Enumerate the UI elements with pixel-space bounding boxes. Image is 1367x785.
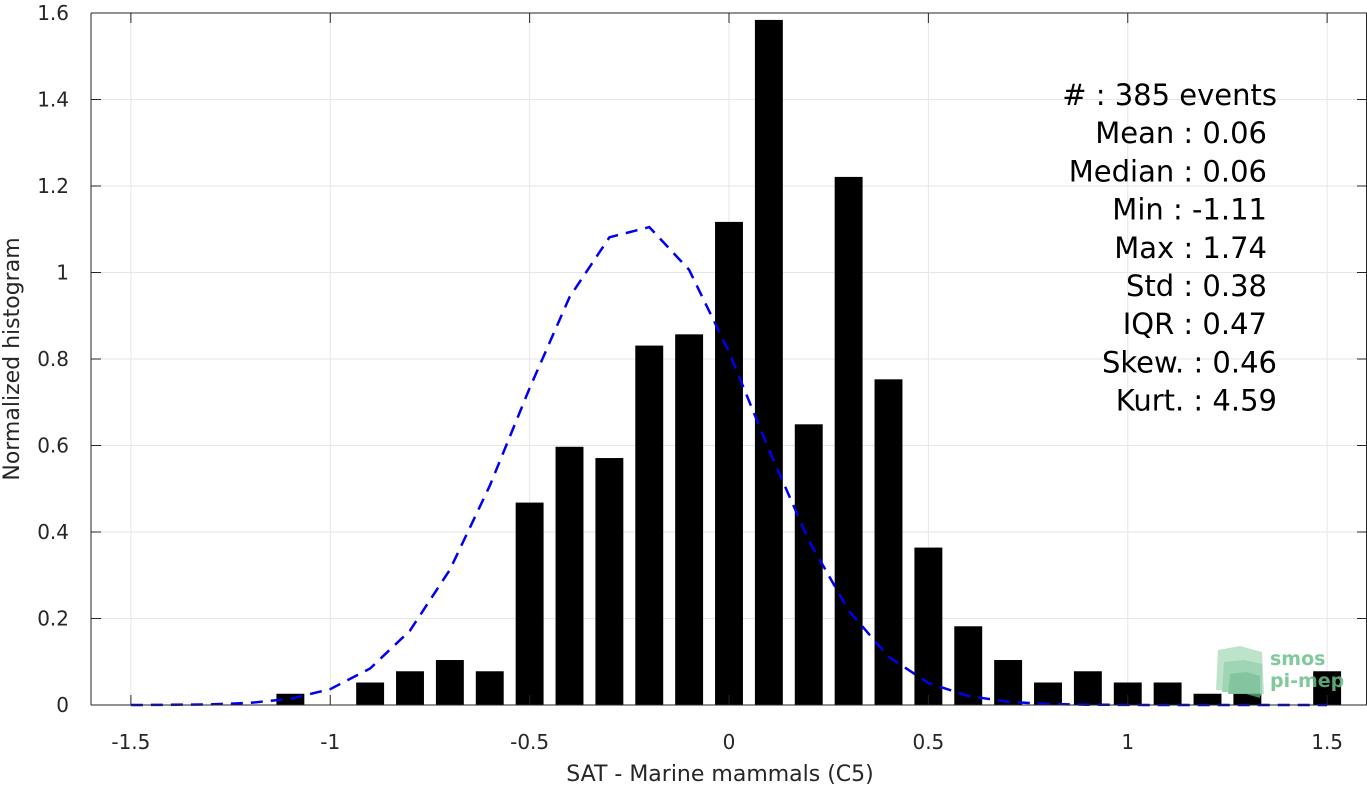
y-tick-label: 0 [56, 693, 69, 717]
stats-line: Median : 0.06 [1069, 154, 1267, 188]
histogram-bar [1153, 682, 1182, 705]
x-tick-label: 1.5 [1311, 730, 1343, 754]
x-tick-label: 1 [1121, 730, 1134, 754]
y-tick-label: 0.6 [37, 434, 69, 458]
histogram-bar [715, 221, 743, 705]
y-tick-label: 1.2 [37, 174, 69, 198]
x-tick-label: -1 [320, 730, 340, 754]
x-tick-label: -1.5 [111, 730, 150, 754]
y-tick-label: 1 [56, 261, 69, 285]
histogram-bar [794, 424, 823, 705]
histogram-bar [435, 660, 464, 705]
y-tick-label: 1.6 [37, 1, 69, 25]
histogram-bar [954, 626, 983, 705]
y-tick-label: 0.4 [37, 520, 69, 544]
histogram-bar [276, 693, 305, 705]
histogram-bar [754, 19, 783, 706]
histogram-bar [595, 458, 624, 705]
y-tick-label: 1.4 [37, 88, 69, 112]
stats-line: Mean : 0.06 [1095, 116, 1267, 150]
y-axis-ticks: 0 0.2 0.4 0.6 0.8 1 1.2 1.4 1.6 [37, 1, 1367, 717]
histogram-bar [396, 671, 424, 705]
stats-line: IQR : 0.47 [1123, 307, 1267, 341]
histogram-bar [1233, 693, 1262, 705]
x-tick-label: 0 [723, 730, 736, 754]
logo-icon [1216, 646, 1264, 698]
histogram-bars [276, 19, 1342, 706]
histogram-bar [515, 502, 544, 705]
histogram-bar [994, 660, 1023, 705]
x-tick-label: 0.5 [912, 730, 944, 754]
stats-line: Kurt. : 4.59 [1116, 384, 1277, 418]
histogram-bar [1034, 682, 1062, 705]
logo-text-line1: smos [1270, 648, 1325, 670]
statistics-box: # : 385 events Mean : 0.06 Median : 0.06 Mi… [1062, 78, 1277, 418]
x-axis-label: SAT - Marine mammals (C5) [566, 762, 874, 785]
histogram-bar [1073, 671, 1102, 705]
x-tick-label: -0.5 [510, 730, 549, 754]
histogram-bar [874, 379, 903, 705]
stats-line: Std : 0.38 [1126, 269, 1267, 303]
histogram-bar [834, 176, 863, 706]
histogram-bar [914, 547, 943, 705]
histogram-bar [1113, 682, 1142, 705]
histogram-bar [356, 682, 385, 705]
histogram-bar [555, 446, 584, 705]
y-axis-label: Normalized histogram [0, 237, 25, 480]
y-tick-label: 0.2 [37, 607, 69, 631]
smos-pi-mep-logo: smos pi-mep [1216, 646, 1344, 698]
stats-line: Max : 1.74 [1114, 231, 1267, 265]
histogram-bar [475, 671, 504, 705]
stats-line: # : 385 events [1062, 78, 1277, 112]
histogram-bar [675, 334, 704, 705]
y-tick-label: 0.8 [37, 347, 69, 371]
stats-line: Skew. : 0.46 [1102, 345, 1277, 379]
histogram-bar [635, 345, 664, 705]
logo-text-line2: pi-mep [1270, 670, 1344, 692]
histogram-bar [1193, 693, 1222, 705]
x-axis-ticks: -1.5 -1 -0.5 0 0.5 1 1.5 [111, 13, 1343, 754]
stats-line: Min : -1.11 [1112, 193, 1267, 227]
